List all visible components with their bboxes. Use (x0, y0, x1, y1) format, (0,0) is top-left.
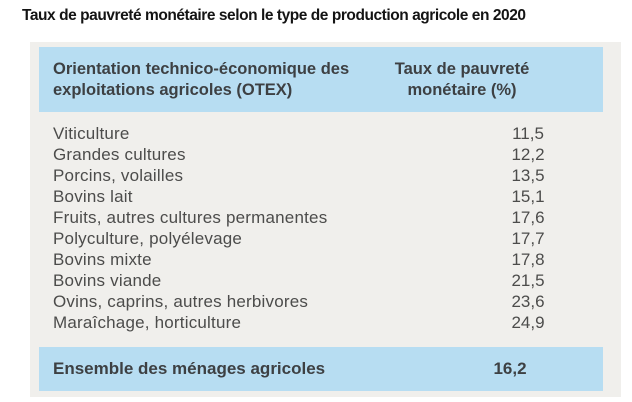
row-value: 17,8 (511, 249, 545, 269)
row-label: Viticulture (53, 123, 130, 143)
table-header-row: Orientation technico-économique des expl… (39, 47, 603, 112)
row-label: Grandes cultures (53, 144, 186, 164)
poverty-rate-table: Orientation technico-économique des expl… (30, 42, 621, 397)
row-label: Maraîchage, horticulture (53, 312, 242, 332)
row-label: Ovins, caprins, autres herbivores (53, 291, 309, 311)
table-header-otex: Orientation technico-économique des expl… (53, 59, 350, 99)
row-label: Bovins mixte (53, 249, 152, 269)
row-label: Polyculture, polyélevage (53, 228, 243, 248)
table-row: Bovins mixte 17,8 (39, 249, 621, 270)
row-value: 12,2 (511, 144, 545, 164)
table-row: Ovins, caprins, autres herbivores 23,6 (39, 291, 621, 312)
row-value: 17,6 (511, 207, 545, 227)
table-row: Porcins, volailles 13,5 (39, 165, 621, 186)
table-row: Viticulture 11,5 (39, 123, 621, 144)
table-row: Polyculture, polyélevage 17,7 (39, 228, 621, 249)
row-label: Bovins lait (53, 186, 133, 206)
row-value: 21,5 (511, 270, 545, 290)
page-title: Taux de pauvreté monétaire selon le type… (22, 7, 526, 24)
row-value: 23,6 (511, 291, 545, 311)
table-row: Fruits, autres cultures permanentes 17,6 (39, 207, 621, 228)
row-label: Fruits, autres cultures permanentes (53, 207, 328, 227)
total-value: 16,2 (493, 359, 527, 378)
table-total-row: Ensemble des ménages agricoles 16,2 (39, 347, 603, 391)
table-row: Maraîchage, horticulture 24,9 (39, 312, 621, 333)
row-label: Porcins, volailles (53, 165, 184, 185)
table-row: Grandes cultures 12,2 (39, 144, 621, 165)
row-value: 13,5 (511, 165, 545, 185)
table-body: Viticulture 11,5 Grandes cultures 12,2 P… (39, 123, 621, 333)
row-value: 17,7 (511, 228, 545, 248)
row-label: Bovins viande (53, 270, 162, 290)
table-header-rate: Taux de pauvreté monétaire (%) (394, 59, 530, 99)
row-value: 24,9 (511, 312, 545, 332)
total-label: Ensemble des ménages agricoles (53, 359, 326, 378)
row-value: 11,5 (512, 123, 544, 143)
table-row: Bovins lait 15,1 (39, 186, 621, 207)
row-value: 15,1 (511, 186, 545, 206)
table-row: Bovins viande 21,5 (39, 270, 621, 291)
